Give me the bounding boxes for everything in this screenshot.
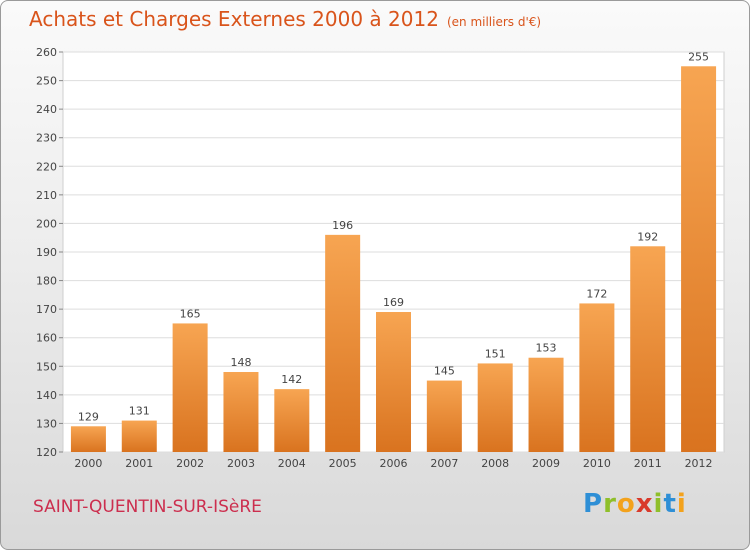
bar-2011 bbox=[630, 246, 666, 452]
y-tick-label: 260 bbox=[36, 46, 57, 59]
chart-title: Achats et Charges Externes 2000 à 2012 (e… bbox=[29, 7, 542, 31]
x-tick-label: 2009 bbox=[532, 457, 560, 470]
logo-letter: P bbox=[583, 489, 604, 519]
value-label: 131 bbox=[129, 405, 150, 418]
bar-2001 bbox=[121, 420, 157, 452]
bar-2006 bbox=[376, 312, 411, 452]
y-tick-label: 200 bbox=[36, 217, 57, 230]
x-tick-label: 2002 bbox=[176, 457, 204, 470]
y-tick-label: 150 bbox=[36, 360, 57, 373]
bar-2005 bbox=[325, 234, 361, 452]
y-tick-label: 140 bbox=[36, 389, 57, 402]
chart-subtitle: (en milliers d'€) bbox=[446, 15, 542, 29]
logo-letter: i bbox=[653, 489, 664, 519]
value-label: 192 bbox=[637, 230, 658, 243]
logo-letter: x bbox=[635, 489, 654, 519]
bar-2008 bbox=[477, 363, 513, 452]
x-tick-label: 2010 bbox=[583, 457, 611, 470]
x-tick-label: 2011 bbox=[634, 457, 662, 470]
value-label: 255 bbox=[688, 50, 709, 63]
bar-2002 bbox=[172, 323, 208, 452]
x-tick-label: 2000 bbox=[74, 457, 102, 470]
value-label: 172 bbox=[586, 287, 607, 300]
y-axis-ticks: 120 130 140 150 160 170 180 190 200 210 220 230 240 2… bbox=[36, 46, 63, 459]
x-tick-label: 2004 bbox=[278, 457, 306, 470]
value-label: 129 bbox=[78, 410, 99, 423]
y-tick-label: 210 bbox=[36, 189, 57, 202]
bar-2003 bbox=[223, 372, 259, 452]
logo-letter: t bbox=[663, 489, 677, 519]
value-label: 153 bbox=[536, 342, 557, 355]
logo-letter: o bbox=[616, 489, 636, 519]
bar-2007 bbox=[426, 380, 462, 452]
bar-2010 bbox=[579, 303, 615, 452]
bar-2000 bbox=[70, 426, 106, 452]
value-label: 145 bbox=[434, 365, 455, 378]
value-label: 196 bbox=[332, 219, 353, 232]
y-tick-label: 250 bbox=[36, 75, 57, 88]
bar-2004 bbox=[274, 389, 310, 452]
y-tick-label: 180 bbox=[36, 275, 57, 288]
x-tick-label: 2007 bbox=[430, 457, 458, 470]
y-tick-label: 160 bbox=[36, 332, 57, 345]
x-tick-label: 2005 bbox=[329, 457, 357, 470]
value-label: 142 bbox=[281, 373, 302, 386]
bars bbox=[70, 66, 717, 453]
logo-letter: r bbox=[603, 489, 617, 519]
y-tick-label: 220 bbox=[36, 160, 57, 173]
bar-2012 bbox=[681, 66, 717, 453]
y-tick-label: 230 bbox=[36, 132, 57, 145]
value-label: 165 bbox=[180, 307, 201, 320]
y-tick-label: 190 bbox=[36, 246, 57, 259]
y-tick-label: 120 bbox=[36, 446, 57, 459]
value-label: 169 bbox=[383, 296, 404, 309]
value-labels: 129 131 165 148 142 196 169 145 151 153 172 192 255 bbox=[78, 50, 709, 423]
x-axis-ticks: 2000 2001 2002 2003 2004 2005 2006 2007 2008 2009… bbox=[74, 457, 712, 470]
x-tick-label: 2006 bbox=[380, 457, 408, 470]
proxiti-logo: Proxiti bbox=[583, 489, 687, 519]
x-tick-label: 2001 bbox=[125, 457, 153, 470]
y-tick-label: 170 bbox=[36, 303, 57, 316]
x-tick-label: 2012 bbox=[685, 457, 713, 470]
bar-2009 bbox=[528, 357, 564, 452]
x-tick-label: 2008 bbox=[481, 457, 509, 470]
logo-letter: i bbox=[676, 489, 687, 519]
y-tick-label: 240 bbox=[36, 103, 57, 116]
value-label: 151 bbox=[485, 347, 506, 360]
y-tick-label: 130 bbox=[36, 417, 57, 430]
commune-name: SAINT-QUENTIN-SUR-ISèRE bbox=[33, 497, 262, 517]
value-label: 148 bbox=[230, 356, 251, 369]
x-tick-label: 2003 bbox=[227, 457, 255, 470]
